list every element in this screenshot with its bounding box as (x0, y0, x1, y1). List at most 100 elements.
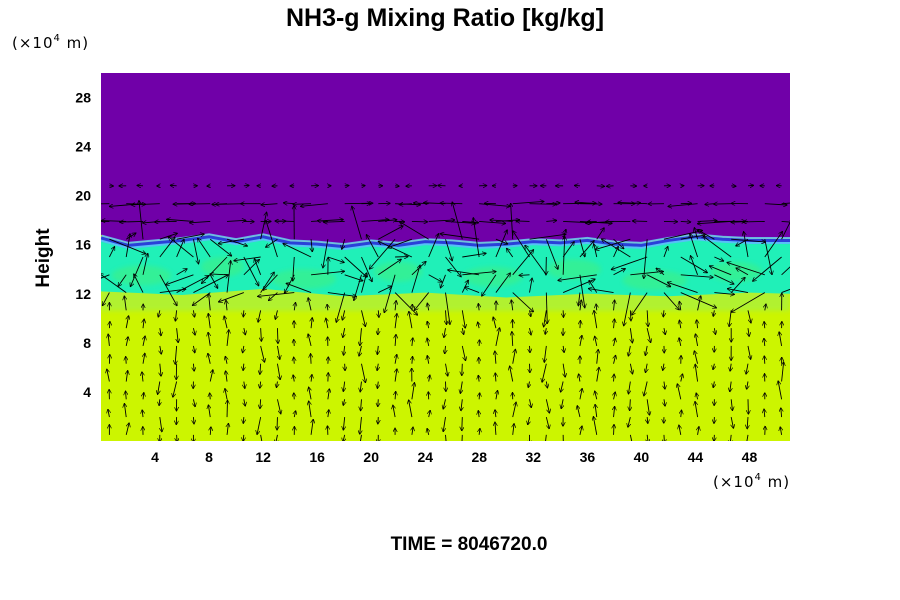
velocity-arrow (667, 282, 698, 293)
velocity-arrow (378, 259, 401, 276)
velocity-arrow (781, 221, 790, 222)
velocity-arrow (529, 278, 533, 293)
velocity-arrow (429, 410, 430, 418)
velocity-arrow (101, 274, 127, 293)
velocity-arrow (562, 242, 574, 258)
velocity-arrow (243, 417, 244, 423)
velocity-arrow (412, 304, 413, 311)
velocity-arrow (427, 356, 428, 364)
velocity-arrow (698, 220, 732, 223)
velocity-arrow (361, 363, 365, 383)
velocity-arrow (176, 239, 184, 258)
velocity-arrow (764, 204, 787, 205)
velocity-arrow (473, 218, 480, 258)
velocity-arrow (360, 328, 362, 345)
velocity-arrow (713, 310, 714, 316)
velocity-arrow (327, 256, 344, 262)
velocity-arrow (209, 274, 217, 288)
velocity-arrow (781, 266, 790, 276)
velocity-arrow (482, 274, 497, 296)
velocity-arrow (645, 345, 647, 355)
x-tick-label: 16 (309, 449, 325, 465)
x-tick-label: 24 (417, 449, 433, 465)
velocity-arrow (294, 340, 295, 346)
velocity-arrow (409, 400, 413, 418)
velocity-arrow (126, 316, 128, 329)
velocity-arrow (143, 336, 145, 347)
velocity-arrow (656, 268, 665, 276)
mixed-patch (271, 269, 337, 290)
velocity-arrow (546, 203, 560, 204)
velocity-arrow (243, 256, 259, 286)
velocity-arrow (440, 234, 480, 240)
velocity-arrow (729, 310, 731, 326)
velocity-arrow (629, 434, 633, 441)
velocity-arrow (134, 274, 144, 293)
velocity-arrow (143, 353, 145, 364)
velocity-arrow (125, 233, 136, 240)
velocity-arrow (731, 399, 732, 410)
velocity-arrow (427, 321, 428, 329)
velocity-arrow (545, 399, 549, 413)
velocity-arrow (208, 353, 210, 364)
velocity-arrow (225, 356, 227, 364)
velocity-arrow (411, 265, 420, 293)
velocity-arrow (445, 221, 476, 223)
velocity-arrow (493, 317, 497, 329)
velocity-arrow (173, 381, 178, 398)
velocity-arrow (479, 393, 480, 400)
velocity-arrow (596, 228, 604, 240)
velocity-arrow (731, 238, 765, 242)
velocity-arrow (361, 220, 388, 222)
velocity-arrow (747, 345, 751, 359)
velocity-arrow (166, 274, 194, 285)
velocity-arrow (614, 406, 615, 418)
velocity-arrow (102, 292, 110, 306)
velocity-arrow (747, 417, 748, 429)
velocity-arrow (293, 375, 294, 382)
velocity-arrow (175, 345, 176, 364)
velocity-arrow (170, 185, 177, 186)
x-tick-label: 40 (634, 449, 650, 465)
velocity-arrow (695, 364, 699, 382)
velocity-arrow (308, 298, 312, 311)
velocity-arrow (490, 220, 513, 221)
velocity-arrow (126, 357, 127, 364)
velocity-arrow (546, 220, 556, 221)
velocity-arrow (613, 246, 619, 258)
velocity-arrow (744, 232, 749, 258)
velocity-arrow (429, 375, 430, 382)
velocity-arrow (664, 399, 665, 406)
velocity-arrow (677, 384, 682, 400)
x-tick-label: 48 (742, 449, 758, 465)
velocity-arrow (713, 363, 714, 370)
velocity-arrow (644, 239, 648, 278)
velocity-arrow (395, 301, 396, 311)
velocity-arrow (260, 363, 261, 375)
velocity-arrow (597, 367, 599, 382)
velocity-arrow (698, 427, 699, 435)
velocity-arrow (395, 314, 397, 329)
velocity-arrow (361, 273, 366, 293)
velocity-arrow (311, 239, 312, 251)
velocity-arrow (628, 345, 630, 356)
velocity-arrow (747, 310, 751, 323)
velocity-arrow (283, 244, 312, 258)
velocity-arrow (311, 318, 312, 329)
velocity-arrow (602, 239, 631, 258)
mixed-patch (111, 265, 172, 286)
velocity-arrow (647, 399, 649, 415)
velocity-arrow (219, 292, 244, 302)
velocity-arrow (462, 363, 463, 376)
velocity-arrow (260, 434, 263, 441)
velocity-arrow (727, 289, 749, 294)
velocity-arrow (579, 239, 585, 256)
velocity-arrow (561, 381, 564, 392)
y-tick-label: 24 (75, 139, 91, 155)
velocity-arrow (679, 338, 681, 347)
velocity-arrow (343, 434, 345, 441)
velocity-arrow (764, 239, 772, 274)
velocity-arrow (478, 375, 479, 382)
velocity-arrow (525, 245, 547, 276)
velocity-arrow (360, 434, 362, 441)
